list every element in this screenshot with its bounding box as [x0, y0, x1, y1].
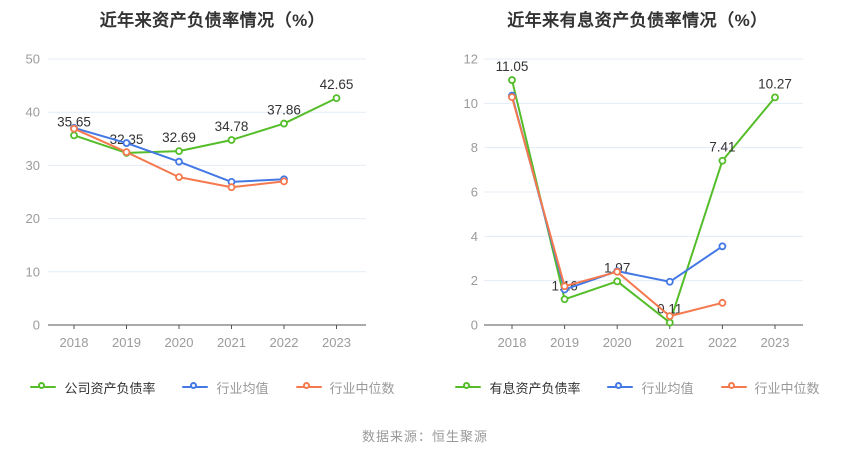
legend-line-marker [295, 381, 322, 394]
x-axis-tick-label: 2018 [498, 335, 527, 350]
series-line-company [73, 97, 337, 154]
data-point-marker [280, 177, 288, 186]
y-axis-tick-label: 2 [471, 273, 478, 288]
chart-asset-liability-ratio: 近年来资产负债率情况（%） 0 10 20 30 40 50 2018 2019 2020 202… [0, 0, 425, 396]
x-axis-tick-label: 2023 [761, 335, 790, 350]
data-point-label: 35.65 [57, 114, 91, 129]
x-axis-tick-label: 2020 [603, 335, 632, 350]
legend-item-industry-mean[interactable]: 行业均值 [182, 378, 269, 397]
x-axis-tick-label: 2022 [708, 335, 737, 350]
legend-line-marker [30, 381, 57, 394]
data-point-marker [613, 277, 622, 286]
data-point-marker [175, 173, 183, 182]
legend-label: 公司资产负债率 [64, 380, 156, 396]
data-point-marker [613, 267, 622, 276]
legend-item-interest-debt-ratio[interactable]: 有息资产负债率 [455, 378, 580, 397]
left-chart-canvas: 0 10 20 30 40 50 2018 2019 2020 2021 2022 2023 35.65… [26, 52, 366, 350]
right-chart-title: 近年来有息资产负债率情况（%） [507, 11, 768, 30]
legend-ring-icon [189, 381, 197, 389]
legend-label: 行业均值 [641, 380, 694, 396]
legend-item-industry-median[interactable]: 行业中位数 [295, 378, 395, 397]
data-point-marker [280, 119, 288, 128]
data-point-marker [70, 131, 78, 140]
data-point-marker [718, 156, 727, 165]
y-axis-tick-label: 10 [464, 96, 478, 111]
series-line-company [511, 79, 776, 324]
x-axis-tick-label: 2022 [270, 335, 299, 350]
data-point-marker [175, 157, 183, 166]
data-point-marker [70, 124, 78, 133]
legend-label: 行业均值 [216, 380, 269, 396]
x-axis-tick-label: 2023 [322, 335, 351, 350]
data-point-marker [665, 277, 674, 286]
y-axis-tick-label: 50 [26, 52, 40, 67]
left-chart-title: 近年来资产负债率情况（%） [99, 11, 326, 30]
data-point-label: 37.86 [267, 103, 301, 118]
legend-line-marker [455, 381, 482, 394]
data-point-marker [560, 295, 569, 304]
data-point-label: 42.65 [320, 77, 354, 92]
y-axis-tick-label: 0 [471, 318, 478, 333]
legend-label: 行业中位数 [329, 380, 395, 396]
legend-item-industry-median[interactable]: 行业中位数 [720, 378, 820, 397]
y-axis-tick-label: 20 [26, 211, 40, 226]
data-point-label: 0.11 [657, 302, 682, 317]
y-axis-tick-label: 4 [471, 229, 478, 244]
x-axis-tick-label: 2019 [550, 335, 579, 350]
data-point-label: 34.78 [215, 119, 249, 134]
y-axis-tick-label: 6 [471, 185, 478, 200]
data-point-label: 11.05 [496, 59, 529, 74]
data-point-marker [332, 94, 341, 103]
data-point-marker [122, 148, 131, 156]
y-axis-tick-label: 10 [26, 264, 40, 279]
y-axis-tick-label: 0 [33, 318, 40, 333]
legend-ring-icon [303, 381, 310, 389]
legend-ring-icon [728, 381, 735, 389]
y-axis-tick-label: 40 [26, 105, 40, 120]
data-point-marker [227, 183, 236, 192]
data-point-label: 7.41 [709, 140, 735, 155]
data-source-note: 数据来源：恒生聚源 [361, 429, 488, 444]
y-axis-tick-label: 30 [26, 158, 40, 173]
data-point-marker [508, 76, 516, 84]
chart-interest-bearing-debt-ratio: 近年来有息资产负债率情况（%） 0 2 4 6 8 10 12 2018 2019 2020 202… [425, 0, 850, 396]
data-point-marker [665, 312, 674, 321]
data-point-marker [227, 136, 236, 144]
x-axis-tick-label: 2021 [655, 335, 684, 350]
legend-label: 有息资产负债率 [489, 380, 581, 396]
legend-line-marker [182, 381, 209, 394]
legend-line-marker [720, 381, 747, 394]
data-point-marker [771, 93, 779, 102]
x-axis-tick-label: 2021 [217, 335, 246, 350]
legend-item-company-debt-ratio[interactable]: 公司资产负债率 [30, 378, 155, 397]
x-axis-tick-label: 2019 [112, 335, 141, 350]
y-axis-tick-label: 8 [471, 140, 478, 155]
legend-ring-icon [462, 381, 470, 389]
charts-row: 近年来资产负债率情况（%） 0 10 20 30 40 50 2018 2019 2020 202… [0, 0, 850, 396]
data-point-marker [560, 282, 569, 291]
x-axis-tick-label: 2018 [60, 335, 89, 350]
right-chart-legend: 有息资产负债率 行业均值 行业中位数 [425, 378, 850, 396]
legend-label: 行业中位数 [754, 380, 820, 396]
data-point-marker [175, 147, 183, 155]
x-axis-tick-label: 2020 [165, 335, 194, 350]
data-point-marker [508, 93, 516, 102]
legend-item-industry-mean[interactable]: 行业均值 [607, 378, 694, 397]
data-point-marker [718, 298, 727, 307]
legend-ring-icon [614, 381, 622, 389]
y-axis-tick-label: 12 [464, 52, 478, 67]
data-point-marker [718, 242, 727, 251]
data-point-marker [665, 318, 674, 327]
data-point-label: 32.69 [162, 130, 196, 145]
legend-ring-icon [37, 381, 45, 389]
data-point-label: 10.27 [758, 76, 792, 91]
right-chart-canvas: 02468101220182019202020212022202311.051.… [464, 52, 803, 350]
legend-line-marker [607, 381, 634, 394]
data-point-marker [122, 139, 131, 147]
left-chart-legend: 公司资产负债率 行业均值 行业中位数 [0, 378, 425, 396]
